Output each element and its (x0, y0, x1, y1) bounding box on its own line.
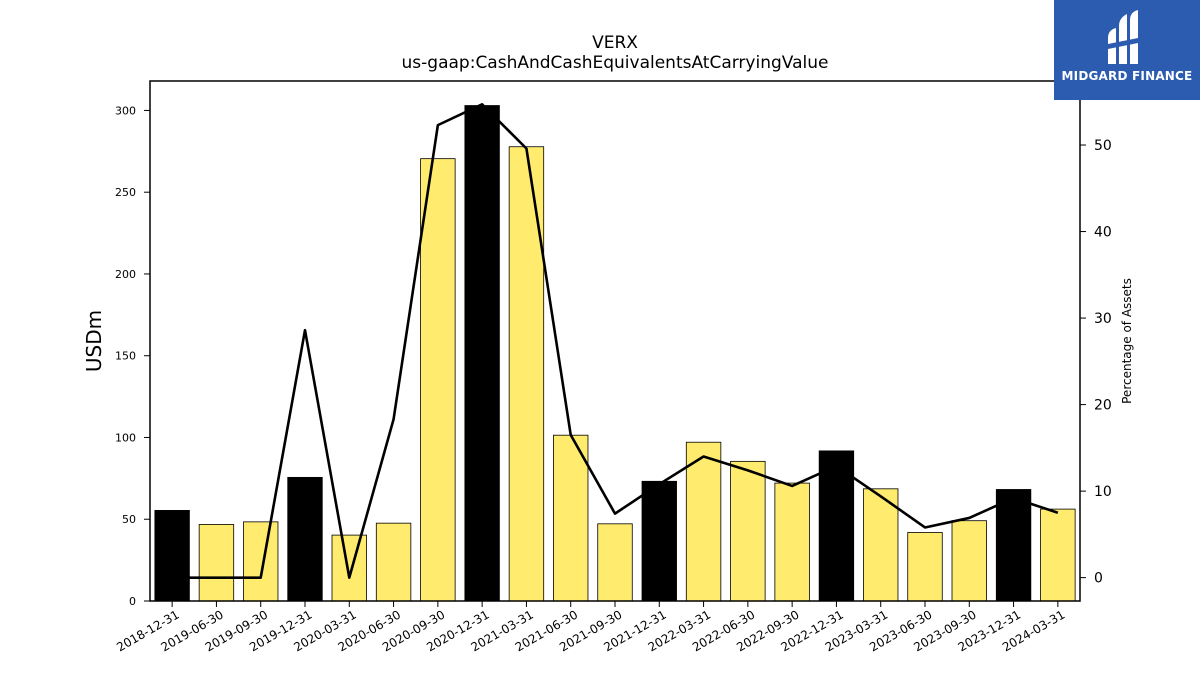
right-tick-label: 40 (1094, 225, 1112, 241)
brand-logo: MIDGARD FINANCE (1054, 0, 1200, 100)
bar-2023-12-31 (995, 489, 1032, 602)
bar-2023-03-31 (863, 488, 899, 602)
right-tick-label: 50 (1094, 138, 1112, 154)
bar-2020-06-30 (375, 522, 412, 602)
bar-series (154, 105, 1076, 602)
bar-2023-09-30 (951, 520, 987, 602)
bar-2019-12-31 (287, 476, 323, 602)
bar-2023-06-30 (907, 532, 943, 602)
bar-2021-09-30 (597, 523, 633, 602)
logo-mark-icon (1108, 10, 1138, 64)
left-tick-label: 250 (115, 186, 136, 199)
chart-subtitle: us-gaap:CashAndCashEquivalentsAtCarrying… (402, 53, 829, 73)
bar-2021-06-30 (553, 434, 589, 602)
bar-2018-12-31 (154, 510, 190, 602)
right-tick-label: 20 (1094, 398, 1112, 414)
left-tick-label: 50 (122, 513, 136, 526)
left-tick-label: 0 (129, 595, 136, 608)
left-tick-label: 150 (115, 350, 136, 363)
bar-2022-12-31 (818, 450, 855, 602)
left-axis-ticks: 0 50 100 150 200 250 300 (115, 104, 150, 608)
left-tick-label: 100 (115, 431, 136, 444)
right-axis-ticks: 0 10 20 30 40 50 (1080, 138, 1112, 587)
bar-2020-12-31 (464, 105, 500, 602)
chart-title: VERX (592, 33, 638, 53)
right-tick-label: 0 (1094, 571, 1103, 587)
bar-2019-06-30 (198, 524, 235, 602)
bar-2022-03-31 (685, 441, 722, 602)
y-axis-label: USDm (82, 310, 106, 372)
left-tick-label: 300 (115, 104, 136, 117)
x-axis-ticks: 2018-12-312019-06-302019-09-302019-12-31… (114, 601, 1067, 654)
right-tick-label: 10 (1094, 484, 1112, 500)
right-tick-label: 30 (1094, 311, 1112, 327)
bar-2024-03-31 (1040, 508, 1076, 602)
bar-2020-09-30 (420, 158, 456, 602)
bar-2022-06-30 (730, 460, 766, 602)
percentage-line (172, 103, 1059, 579)
bar-2021-03-31 (508, 146, 545, 602)
line-series (172, 103, 1059, 579)
logo-text: MIDGARD FINANCE (1061, 69, 1193, 83)
bar-2021-12-31 (641, 480, 677, 602)
y2-axis-label: Percentage of Assets (1120, 278, 1134, 404)
bar-2020-03-31 (331, 534, 367, 602)
bar-2019-09-30 (243, 521, 279, 602)
bar-2022-09-30 (774, 482, 810, 602)
left-tick-label: 200 (115, 268, 136, 281)
